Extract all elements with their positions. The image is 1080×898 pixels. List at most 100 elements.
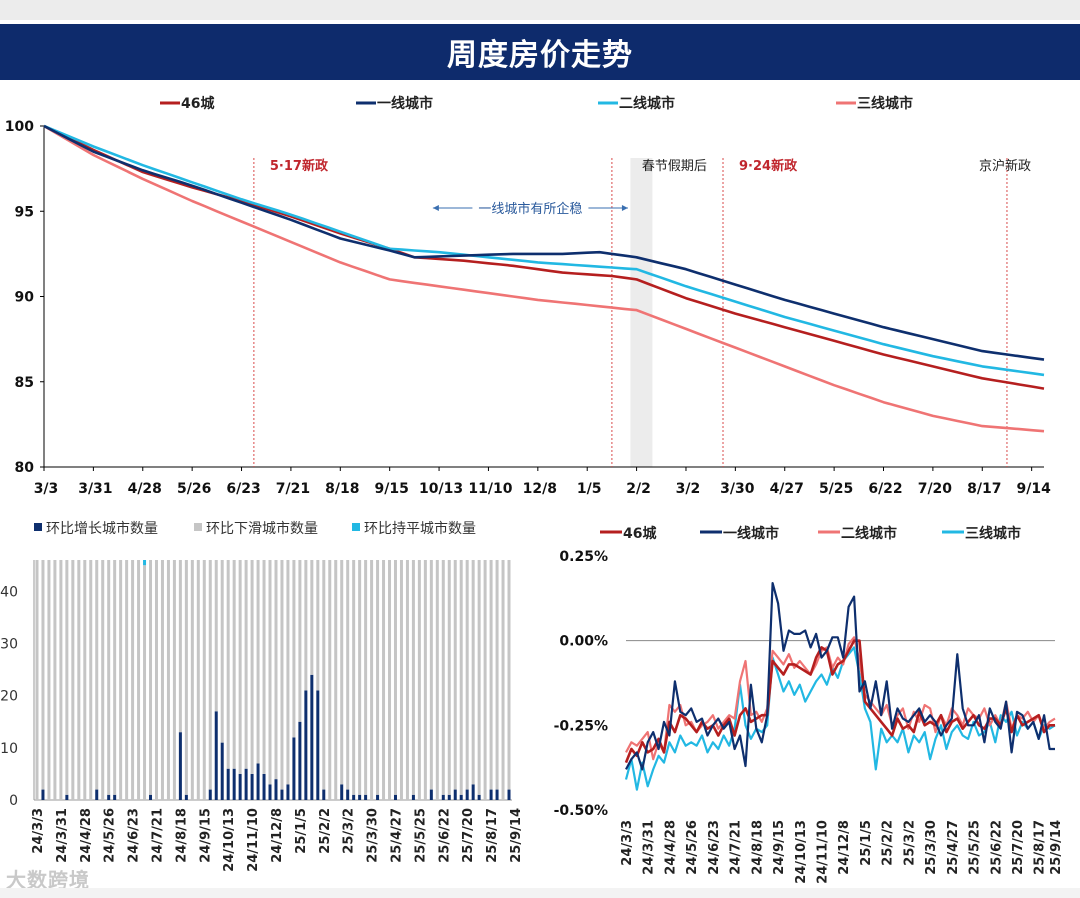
bar-down (268, 560, 272, 785)
bar-up (274, 779, 278, 800)
bar-down (137, 560, 141, 800)
bar-down (393, 560, 397, 795)
bar-up (316, 690, 320, 800)
x-tick-label: 25/1/5 (859, 820, 874, 866)
bar-down (340, 560, 344, 785)
y-tick-label: 30 (0, 636, 18, 652)
bar-up (214, 711, 218, 800)
bar-down (489, 560, 493, 790)
bar-up (262, 773, 266, 800)
series-line-3 (43, 124, 1045, 433)
bar-down (399, 560, 403, 800)
bar-down (405, 560, 409, 800)
bar-up (429, 789, 433, 800)
x-tick-label: 25/9/14 (509, 808, 524, 863)
legend-label: 二线城市 (619, 95, 675, 112)
x-tick-label: 25/3/2 (342, 808, 357, 854)
city-count-bar-chart: 环比增长城市数量 环比下滑城市数量 环比持平城市数量 0 10 20 30 40 24/3/3 2… (0, 520, 524, 872)
x-tick-label: 25/6/22 (989, 820, 1004, 875)
bar-up (310, 674, 314, 800)
x-tick-label: 24/9/15 (198, 808, 213, 863)
x-tick-label: 25/9/14 (1049, 820, 1064, 875)
bar-down (316, 560, 320, 691)
bar-up (208, 789, 212, 800)
x-tick-label: 24/3/31 (642, 820, 657, 875)
bar-down (172, 560, 176, 800)
bar-down (501, 560, 505, 800)
bar-up (149, 794, 153, 800)
x-tick-label: 24/3/3 (31, 808, 46, 854)
bar-down (274, 560, 278, 780)
legend-label: 一线城市 (723, 525, 779, 542)
bar-up (376, 794, 380, 800)
y-tick-label: 100 (5, 119, 34, 135)
bar-down (131, 560, 135, 800)
bar-down (447, 560, 451, 795)
bar-down (244, 560, 248, 769)
series-line-2 (43, 124, 1045, 377)
bar-up (232, 768, 236, 800)
y-tick-label: -0.50% (554, 803, 608, 819)
bar-down (77, 560, 81, 800)
x-tick-label: 24/7/21 (729, 820, 744, 875)
bar-up (268, 784, 272, 800)
range-note-bg (472, 198, 589, 216)
x-tick-label: 25/6/22 (437, 808, 452, 863)
policy-label: 春节假期后 (642, 159, 707, 174)
bar-down (35, 560, 39, 800)
bar-down (190, 560, 194, 800)
bar-down (202, 560, 206, 800)
series-line-1 (43, 124, 1045, 361)
y-tick-label: 80 (15, 460, 35, 476)
bar-up (411, 794, 415, 800)
bar-down (310, 560, 314, 675)
bar-down (495, 560, 499, 790)
bar-down (250, 560, 254, 774)
top-strip (0, 0, 1080, 20)
bar-up (184, 794, 188, 800)
bar-up (489, 789, 493, 800)
bar-down (125, 560, 129, 800)
policy-label: 9·24新政 (739, 158, 798, 174)
x-tick-label: 25/7/20 (461, 808, 476, 863)
bar-down (232, 560, 236, 769)
bar-up (346, 789, 350, 800)
bar-down (238, 560, 242, 774)
bar-down (101, 560, 105, 800)
bar-down (477, 560, 481, 795)
bar-down (411, 560, 415, 795)
legend-label: 环比增长城市数量 (46, 520, 158, 537)
bar-down (71, 560, 75, 800)
x-tick-label: 25/1/5 (294, 808, 309, 854)
bar-down (429, 560, 433, 790)
x-tick-label: 9/14 (1016, 481, 1051, 497)
bar-down (95, 560, 99, 790)
x-tick-label: 4/27 (770, 481, 804, 497)
bar-down (376, 560, 380, 795)
page-title: 周度房价走势 (447, 38, 633, 73)
bar-down (41, 560, 45, 790)
x-tick-label: 7/21 (276, 481, 310, 497)
bar-up (340, 784, 344, 800)
x-tick-label: 24/11/10 (815, 820, 830, 884)
bar-up (447, 794, 451, 800)
bar-down (196, 560, 200, 800)
bar-up (453, 789, 457, 800)
bar-up (178, 732, 182, 800)
x-tick-label: 24/10/13 (222, 808, 237, 872)
x-tick-label: 25/5/25 (413, 808, 428, 863)
bar-down (280, 560, 284, 790)
bar-down (370, 560, 374, 800)
bar-up (107, 794, 111, 800)
bar-down (322, 560, 326, 790)
footer-strip (0, 888, 1080, 898)
bar-down (149, 560, 153, 795)
bar-down (107, 560, 111, 795)
bar-up (292, 737, 296, 800)
bar-up (41, 789, 45, 800)
bar-up (393, 794, 397, 800)
bar-down (388, 560, 392, 800)
x-tick-label: 12/8 (523, 481, 557, 497)
x-tick-label: 1/5 (577, 481, 602, 497)
legend-swatch-2 (352, 523, 360, 531)
